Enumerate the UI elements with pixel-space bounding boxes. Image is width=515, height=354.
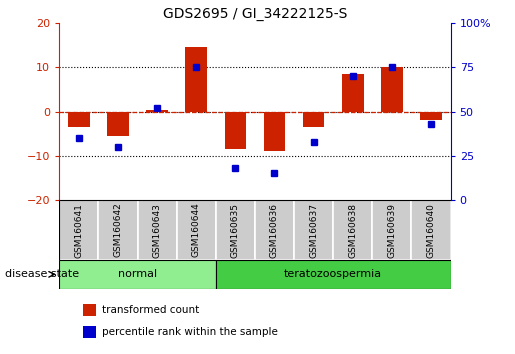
Text: GSM160638: GSM160638 (348, 202, 357, 258)
Bar (303, 112, 324, 127)
Bar (216, 260, 451, 289)
Text: GSM160641: GSM160641 (74, 202, 83, 258)
Text: GSM160635: GSM160635 (231, 202, 240, 258)
Bar (294, 200, 333, 260)
Bar (372, 200, 411, 260)
Text: GSM160636: GSM160636 (270, 202, 279, 258)
Text: GSM160639: GSM160639 (387, 202, 397, 258)
Text: GSM160644: GSM160644 (192, 203, 201, 257)
Bar (333, 200, 372, 260)
Bar (107, 112, 129, 136)
Bar (59, 260, 216, 289)
Text: GSM160643: GSM160643 (152, 202, 162, 258)
Title: GDS2695 / GI_34222125-S: GDS2695 / GI_34222125-S (163, 7, 347, 21)
Bar (177, 200, 216, 260)
Bar (255, 200, 294, 260)
Bar (83, 304, 96, 316)
Text: disease state: disease state (5, 269, 79, 279)
Bar (83, 326, 96, 338)
Bar (420, 112, 442, 120)
Bar (59, 200, 98, 260)
Bar (216, 200, 255, 260)
Bar (225, 112, 246, 149)
Bar (185, 47, 207, 112)
Text: GSM160640: GSM160640 (426, 202, 436, 258)
Text: GSM160642: GSM160642 (113, 203, 123, 257)
Text: GSM160637: GSM160637 (309, 202, 318, 258)
Text: transformed count: transformed count (102, 305, 199, 315)
Bar (342, 74, 364, 112)
Bar (264, 112, 285, 152)
Text: teratozoospermia: teratozoospermia (284, 269, 382, 279)
Bar (381, 67, 403, 112)
Text: normal: normal (118, 269, 157, 279)
Bar (68, 112, 90, 127)
Bar (98, 200, 138, 260)
Bar (138, 200, 177, 260)
Text: percentile rank within the sample: percentile rank within the sample (102, 327, 278, 337)
Bar (146, 110, 168, 112)
Bar (411, 200, 451, 260)
